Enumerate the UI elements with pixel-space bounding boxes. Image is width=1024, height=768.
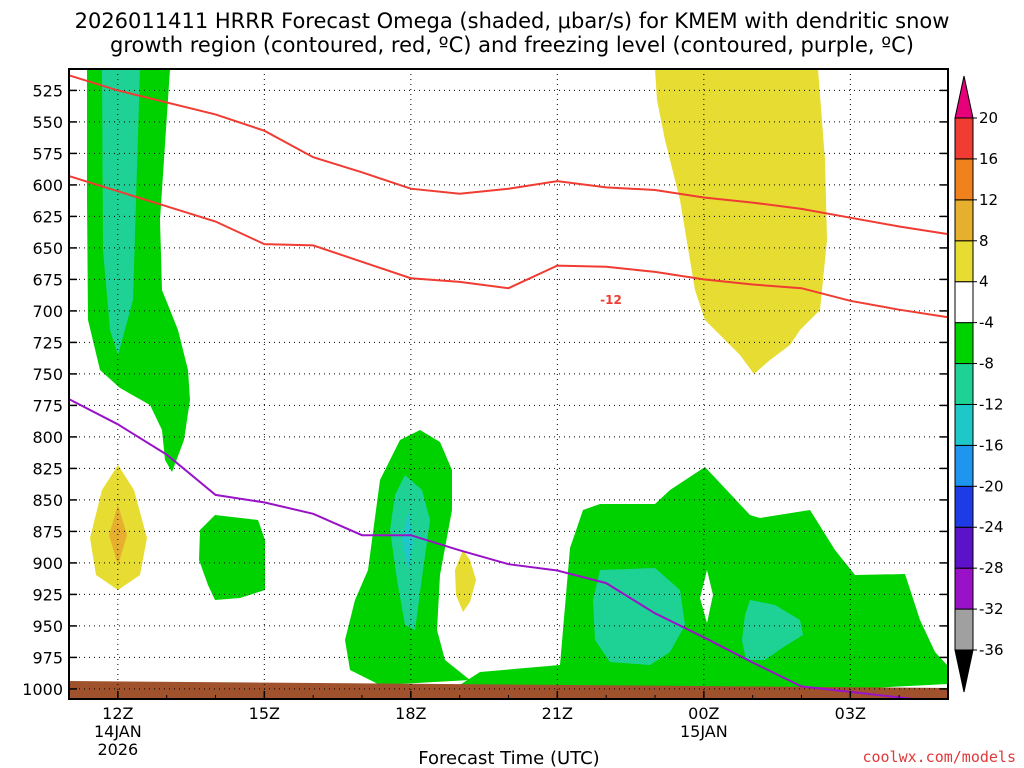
colorbar-arrow-low [954, 649, 974, 693]
contour-lines [68, 74, 949, 700]
y-tick-label: 1000 [22, 680, 63, 699]
colorbar: -36 -32 -28 -24 -20 -16 -12 -8 -4 4 8 12 16 20 [954, 75, 1004, 693]
credit-text: coolwx.com/models [862, 748, 1016, 766]
colorbar-box [954, 403, 974, 446]
colorbar-label: 20 [979, 109, 998, 127]
colorbar-arrow-high [954, 75, 974, 119]
x-tick-sublabel: 14JAN [94, 722, 142, 741]
y-tick-label: 900 [32, 554, 63, 573]
colorbar-label: -28 [979, 559, 1004, 577]
omega-region-19z-sinking [455, 550, 476, 612]
omega-region-upper-sinking [655, 69, 827, 374]
y-tick-label: 800 [32, 428, 63, 447]
x-tick-sublabel: 2026 [97, 740, 138, 759]
colorbar-label: -12 [979, 395, 1004, 413]
colorbar-label: 16 [979, 150, 998, 168]
colorbar-label: 12 [979, 191, 998, 209]
omega-region-left-core [102, 69, 140, 355]
contour-label-bg [596, 292, 626, 306]
colorbar-box [954, 363, 974, 405]
y-tick-label: 600 [32, 176, 63, 195]
plot-area: -12 [68, 68, 949, 700]
colorbar-box [954, 485, 974, 528]
x-tick-sublabel: 15JAN [680, 722, 728, 741]
omega-region-small-cell [199, 515, 265, 600]
colorbar-box [954, 567, 974, 610]
colorbar-label: -20 [979, 477, 1004, 495]
y-tick-label: 925 [32, 585, 63, 604]
colorbar-box [954, 240, 974, 283]
x-tick-label: 03Z [835, 704, 866, 723]
colorbar-label: -24 [979, 518, 1004, 536]
x-tick-label: 15Z [249, 704, 280, 723]
colorbar-box [954, 199, 974, 242]
y-tick-label: 950 [32, 617, 63, 636]
colorbar-label: -32 [979, 600, 1004, 618]
colorbar-label: 8 [979, 232, 989, 250]
omega-region-large-core1 [593, 568, 685, 665]
colorbar-label: -8 [979, 355, 994, 373]
colorbar-label: -4 [979, 314, 994, 332]
y-tick-label: 725 [32, 333, 63, 352]
y-tick-label: 775 [32, 396, 63, 415]
colorbar-box [954, 526, 974, 569]
omega-region-large-area [455, 467, 948, 690]
y-tick-label: 875 [32, 522, 63, 541]
y-tick-label: 850 [32, 491, 63, 510]
x-axis-label: Forecast Time (UTC) [418, 748, 599, 768]
colorbar-label: -16 [979, 436, 1004, 454]
dendritic-isotherm-line [68, 74, 949, 236]
y-tick-label: 825 [32, 459, 63, 478]
x-tick-label: 12Z [102, 704, 133, 723]
y-tick-label: 650 [32, 239, 63, 258]
chart-title-line2: growth region (contoured, red, ºC) and f… [110, 33, 914, 57]
y-axis: 525 550 575 600 625 650 675 700 725 750 775 800 825 8… [22, 81, 948, 699]
omega-region-large-core2 [742, 600, 803, 660]
x-tick-label: 18Z [395, 704, 426, 723]
y-tick-label: 700 [32, 302, 63, 321]
y-tick-label: 975 [32, 648, 63, 667]
y-tick-label: 550 [32, 113, 63, 132]
colorbar-box [954, 158, 974, 201]
freezing-level-line [68, 398, 914, 700]
x-gridlines [117, 69, 851, 699]
chart-title-line1: 2026011411 HRRR Forecast Omega (shaded, … [75, 9, 950, 33]
x-tick-label: 00Z [688, 704, 719, 723]
colorbar-label: 4 [979, 273, 989, 291]
colorbar-box [954, 117, 974, 160]
contour-label: -12 [600, 293, 622, 307]
dendritic-isotherm-line [68, 175, 949, 319]
colorbar-label: -36 [979, 641, 1004, 659]
omega-shading [87, 69, 948, 690]
colorbar-box [954, 281, 974, 324]
y-tick-label: 625 [32, 207, 63, 226]
y-tick-label: 575 [32, 144, 63, 163]
omega-region-18z-inner-core [402, 512, 414, 570]
colorbar-box [954, 444, 974, 487]
y-tick-label: 750 [32, 365, 63, 384]
surface-ground [69, 681, 948, 699]
y-tick-label: 525 [32, 81, 63, 100]
x-tick-label: 21Z [542, 704, 573, 723]
colorbar-box [954, 608, 974, 651]
y-tick-label: 675 [32, 270, 63, 289]
omega-region-gap [700, 570, 713, 623]
colorbar-box [954, 322, 974, 365]
